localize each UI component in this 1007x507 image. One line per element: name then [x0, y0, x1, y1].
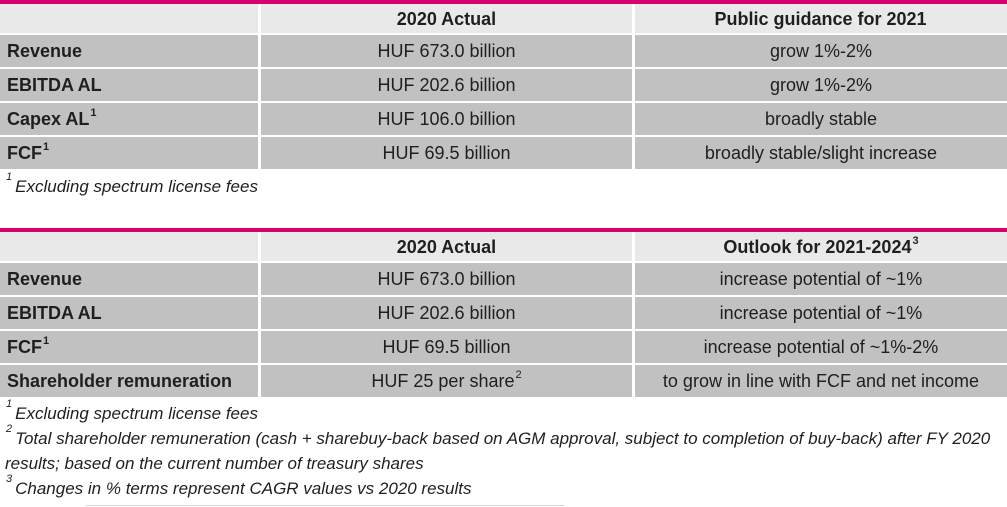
table-header-row: 2020 Actual Public guidance for 2021 [0, 4, 1007, 33]
metric-label: EBITDA AL [0, 297, 258, 329]
outlook-column-header: Outlook for 2021-2024 3 [635, 232, 1007, 261]
magenta-accent-bar [0, 0, 1007, 4]
table-row: Revenue HUF 673.0 billion grow 1%-2% [0, 35, 1007, 67]
metric-label: Capex AL 1 [0, 103, 258, 135]
actual-value: HUF 25 per share 2 [261, 365, 632, 397]
table1-footnotes: 1 Excluding spectrum license fees [5, 171, 1007, 199]
table-body: Revenue HUF 673.0 billion increase potenti… [0, 263, 1007, 397]
footnote-text: Total shareholder remuneration (cash + s… [5, 429, 991, 473]
table-header-row: 2020 Actual Outlook for 2021-2024 3 [0, 232, 1007, 261]
actual-value: HUF 69.5 billion [261, 137, 632, 169]
actual-value: HUF 69.5 billion [261, 331, 632, 363]
metric-column-header [0, 232, 258, 261]
table-body: Revenue HUF 673.0 billion grow 1%-2% EBITDA… [0, 35, 1007, 169]
actual-value: HUF 106.0 billion [261, 103, 632, 135]
actual-value: HUF 673.0 billion [261, 263, 632, 295]
table-row: Capex AL 1 HUF 106.0 billion broadly stable [0, 103, 1007, 135]
outlook-value: grow 1%-2% [635, 35, 1007, 67]
table2-footnotes: 1 Excluding spectrum license fees 2 Total s… [5, 398, 995, 501]
footnote-marker: 3 [6, 473, 13, 486]
table-row: EBITDA AL HUF 202.6 billion increase poten… [0, 297, 1007, 329]
footnote: 1 Excluding spectrum license fees [5, 171, 1007, 199]
outlook-value: broadly stable/slight increase [635, 137, 1007, 169]
actual-column-header: 2020 Actual [261, 232, 632, 261]
public-guidance-2021-table: 2020 Actual Public guidance for 2021 Rev… [0, 0, 1007, 169]
outlook-column-header: Public guidance for 2021 [635, 4, 1007, 33]
outlook-value: increase potential of ~1% [635, 263, 1007, 295]
outlook-2021-2024-table: 2020 Actual Outlook for 2021-2024 3 Reven… [0, 228, 1007, 397]
metric-label: Revenue [0, 35, 258, 67]
actual-column-header: 2020 Actual [261, 4, 632, 33]
footnote: 3 Changes in % terms represent CAGR value… [5, 473, 995, 501]
magenta-accent-bar [0, 228, 1007, 232]
table-row: EBITDA AL HUF 202.6 billion grow 1%-2% [0, 69, 1007, 101]
metric-label: EBITDA AL [0, 69, 258, 101]
footnote-marker: 2 [6, 423, 13, 436]
footnote-text: Excluding spectrum license fees [15, 404, 258, 423]
footnote-text: Excluding spectrum license fees [15, 177, 258, 196]
actual-value: HUF 202.6 billion [261, 69, 632, 101]
metric-label: FCF 1 [0, 137, 258, 169]
partial-divider [86, 505, 564, 506]
footnote: 2 Total shareholder remuneration (cash + … [5, 423, 995, 476]
table-row: FCF 1 HUF 69.5 billion increase potential o… [0, 331, 1007, 363]
outlook-value: grow 1%-2% [635, 69, 1007, 101]
outlook-value: increase potential of ~1%-2% [635, 331, 1007, 363]
actual-value: HUF 673.0 billion [261, 35, 632, 67]
table-row: Shareholder remuneration HUF 25 per share… [0, 365, 1007, 397]
outlook-value: broadly stable [635, 103, 1007, 135]
table-row: FCF 1 HUF 69.5 billion broadly stable/sligh… [0, 137, 1007, 169]
metric-label: FCF 1 [0, 331, 258, 363]
actual-value: HUF 202.6 billion [261, 297, 632, 329]
footnote: 1 Excluding spectrum license fees [5, 398, 995, 426]
outlook-value: to grow in line with FCF and net income [635, 365, 1007, 397]
footnote-marker: 1 [6, 398, 13, 411]
metric-column-header [0, 4, 258, 33]
metric-label: Revenue [0, 263, 258, 295]
table-row: Revenue HUF 673.0 billion increase potenti… [0, 263, 1007, 295]
outlook-value: increase potential of ~1% [635, 297, 1007, 329]
footnote-text: Changes in % terms represent CAGR values… [15, 479, 472, 498]
footnote-marker: 1 [6, 171, 13, 184]
metric-label: Shareholder remuneration [0, 365, 258, 397]
